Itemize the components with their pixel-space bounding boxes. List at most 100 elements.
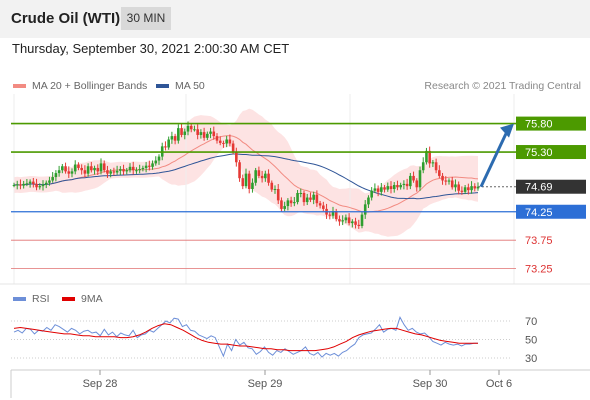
candle-body xyxy=(460,190,464,192)
candle-body xyxy=(425,150,428,163)
candle-body xyxy=(354,221,357,225)
candle-body xyxy=(309,197,312,200)
ma50-label: MA 50 xyxy=(175,80,205,92)
candle-body xyxy=(57,170,61,174)
target-level-value: 73.75 xyxy=(525,235,553,247)
candle-body xyxy=(189,125,193,130)
candle-body xyxy=(64,166,67,172)
candle-body xyxy=(386,186,390,190)
candle-body xyxy=(331,211,335,216)
candle-body xyxy=(225,139,228,144)
chart-header: Crude Oil (WTI) 30 MIN xyxy=(0,0,590,38)
forecast-arrow-head xyxy=(500,123,514,138)
candle-body xyxy=(19,184,22,186)
candle-body xyxy=(409,175,412,187)
candle-body xyxy=(318,203,322,206)
candle-body xyxy=(70,171,74,174)
candle-body xyxy=(102,163,106,171)
ma9-legend-label: 9MA xyxy=(81,293,103,305)
legend-ma20: MA 20 + Bollinger Bands xyxy=(13,80,147,92)
rsi-line xyxy=(13,316,478,358)
candle-body xyxy=(360,214,364,226)
candle-body xyxy=(183,131,187,135)
candle-body xyxy=(173,136,177,141)
candle-body xyxy=(470,186,473,191)
candle-body xyxy=(148,165,151,167)
candle-body xyxy=(109,171,112,174)
candle-body xyxy=(260,175,264,179)
candle-body xyxy=(476,186,480,189)
candle-body xyxy=(112,171,116,173)
candle-body xyxy=(157,156,161,161)
candle-body xyxy=(167,139,170,148)
candle-body xyxy=(106,170,109,174)
candle-body xyxy=(399,185,402,188)
candle-body xyxy=(61,166,64,171)
candle-body xyxy=(315,194,319,204)
candle-body xyxy=(144,165,148,168)
candle-body xyxy=(444,180,448,182)
candle-body xyxy=(441,175,444,181)
candle-body xyxy=(467,187,470,191)
ma50-swatch xyxy=(156,84,169,89)
candle-body xyxy=(128,166,132,171)
candle-body xyxy=(373,188,377,191)
candle-body xyxy=(251,182,254,189)
candle-body xyxy=(96,167,100,172)
candle-body xyxy=(51,177,54,181)
instrument-title: Crude Oil (WTI) xyxy=(11,10,121,27)
candle-body xyxy=(231,143,235,153)
candle-body xyxy=(392,185,396,189)
candle-body xyxy=(212,131,216,137)
candle-body xyxy=(44,182,48,185)
candle-body xyxy=(12,185,16,187)
candle-body xyxy=(99,163,103,172)
candle-body xyxy=(199,132,203,135)
candle-body xyxy=(241,178,245,187)
candle-body xyxy=(80,167,83,171)
support-level-value: 74.25 xyxy=(525,207,553,219)
candle-body xyxy=(135,170,138,172)
candle-body xyxy=(283,206,286,209)
candle-body xyxy=(299,192,303,194)
candle-body xyxy=(457,184,460,191)
candle-body xyxy=(193,129,196,131)
candle-body xyxy=(22,183,25,186)
candle-body xyxy=(131,166,135,171)
candle-body xyxy=(376,188,380,192)
candle-body xyxy=(264,173,267,179)
x-tick-label: Sep 30 xyxy=(413,378,448,390)
candle-body xyxy=(434,162,438,171)
candle-body xyxy=(209,131,212,134)
legend-ma50: MA 50 xyxy=(156,80,205,92)
candle-body xyxy=(367,197,370,205)
candle-body xyxy=(238,162,241,179)
candle-body xyxy=(54,173,58,178)
candle-body xyxy=(428,150,431,164)
candle-body xyxy=(454,184,457,188)
candle-body xyxy=(412,175,415,181)
candle-body xyxy=(247,173,251,189)
candle-body xyxy=(141,167,145,170)
candle-body xyxy=(338,219,341,222)
candle-body xyxy=(383,187,386,190)
resistance-level-tag xyxy=(516,145,586,160)
candle-body xyxy=(334,211,338,220)
candle-body xyxy=(254,170,257,183)
candle-body xyxy=(405,183,409,187)
candle-body xyxy=(38,186,42,188)
candle-body xyxy=(402,183,406,186)
candle-body xyxy=(154,160,158,164)
forecast-arrow-shaft xyxy=(479,132,508,188)
candle-body xyxy=(244,173,248,187)
candle-body xyxy=(170,136,174,140)
ma50-line xyxy=(13,153,479,200)
timeframe-badge[interactable]: 30 MIN xyxy=(121,7,171,30)
candle-body xyxy=(222,142,225,144)
candle-body xyxy=(90,166,93,171)
candle-body xyxy=(257,170,261,176)
candle-body xyxy=(312,194,315,200)
candle-body xyxy=(302,192,306,203)
candle-body xyxy=(119,169,122,171)
candle-body xyxy=(177,128,180,141)
